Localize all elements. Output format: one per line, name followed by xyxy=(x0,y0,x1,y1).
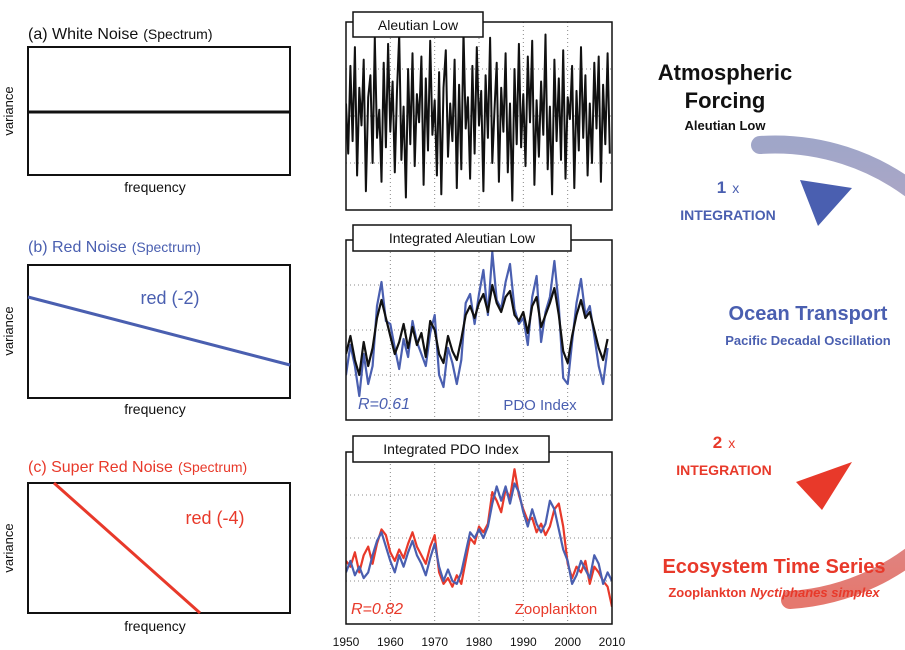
stage-ecosystem-subtitle: Zooplankton Nyctiphanes simplex xyxy=(668,585,880,600)
aleutian-grid xyxy=(346,22,612,210)
spectrum-c-frame xyxy=(27,482,291,614)
x-tick-label: 1980 xyxy=(466,635,493,649)
stage-atmospheric-subtitle: Aleutian Low xyxy=(685,118,767,133)
stage-ocean-title: Ocean Transport xyxy=(729,303,888,325)
timeseries-panel-integrated-aleutian: Integrated Aleutian Low R=0.61 PDO Index xyxy=(345,224,613,421)
red-noise-spectrum-line xyxy=(27,295,291,367)
r-value-pdo: R=0.61 xyxy=(358,396,410,413)
red-2-label: red (-2) xyxy=(140,288,199,308)
arrow-1-icon xyxy=(800,180,852,226)
integrated-aleutian-title: Integrated Aleutian Low xyxy=(389,230,536,246)
integrated-aleutian-grid xyxy=(346,240,612,420)
integrated-aleutian-series xyxy=(346,250,609,398)
x-tick-label: 2000 xyxy=(554,635,581,649)
stage-ecosystem-title: Ecosystem Time Series xyxy=(662,556,885,578)
integrated-aleutian-title-box xyxy=(352,224,572,252)
series-1-line xyxy=(346,283,609,377)
spectrum-c-ylabel: variance xyxy=(1,523,16,572)
pdo-index-line xyxy=(346,250,609,398)
spectrum-panel-b: (b) Red Noise (Spectrum) variance frequen… xyxy=(1,239,291,417)
integrated-pdo-series xyxy=(346,468,612,608)
x-tick-label: 2010 xyxy=(599,635,626,649)
stage-ocean-subtitle: Pacific Decadal Oscillation xyxy=(725,333,891,348)
spectrum-a-title: (a) White Noise (Spectrum) xyxy=(28,26,212,43)
arrow-2-icon xyxy=(796,462,852,510)
x-tick-label: 1960 xyxy=(377,635,404,649)
timeseries-panel-integrated-pdo: Integrated PDO Index R=0.82 Zooplankton … xyxy=(333,435,626,649)
stage-atmospheric-title-1: Atmospheric xyxy=(658,60,792,85)
spectrum-a-xlabel: frequency xyxy=(124,179,185,195)
x-tick-label: 1950 xyxy=(333,635,360,649)
aleutian-title: Aleutian Low xyxy=(378,17,459,33)
timeseries-panel-aleutian: Aleutian Low xyxy=(345,11,613,211)
series-1-line xyxy=(346,482,612,586)
flow-arc xyxy=(751,135,905,609)
aleutian-series xyxy=(346,30,611,202)
super-red-noise-spectrum-line xyxy=(53,481,201,615)
spectrum-c-xlabel: frequency xyxy=(124,618,185,634)
spectrum-b-frame xyxy=(27,264,291,399)
spectrum-panel-c: (c) Super Red Noise (Spectrum) variance f… xyxy=(1,459,291,634)
integrated-pdo-grid xyxy=(346,452,612,624)
aleutian-title-box xyxy=(352,11,484,38)
stage-atmospheric-title-2: Forcing xyxy=(685,88,766,113)
integrated-pdo-title: Integrated PDO Index xyxy=(383,441,518,457)
red-4-label: red (-4) xyxy=(185,508,244,528)
step1-label: INTEGRATION xyxy=(680,207,775,223)
x-tick-label: 1990 xyxy=(510,635,537,649)
r-value-zooplankton: R=0.82 xyxy=(351,601,403,618)
spectrum-b-ylabel: variance xyxy=(1,306,16,355)
x-axis-ticks: 1950 1960 1970 1980 1990 2000 2010 xyxy=(333,635,626,649)
x-tick-label: 1970 xyxy=(421,635,448,649)
pdo-index-label: PDO Index xyxy=(503,397,577,414)
spectrum-panel-a: (a) White Noise (Spectrum) variance frequ… xyxy=(1,26,291,195)
spectrum-b-xlabel: frequency xyxy=(124,401,185,417)
integrated-pdo-title-box xyxy=(352,435,550,463)
series-0-line xyxy=(346,30,611,202)
step2-label: INTEGRATION xyxy=(676,462,771,478)
zooplankton-label: Zooplankton xyxy=(515,601,598,618)
spectrum-b-title: (b) Red Noise (Spectrum) xyxy=(28,239,201,256)
spectrum-c-title: (c) Super Red Noise (Spectrum) xyxy=(28,459,247,476)
spectrum-a-ylabel: variance xyxy=(1,86,16,135)
